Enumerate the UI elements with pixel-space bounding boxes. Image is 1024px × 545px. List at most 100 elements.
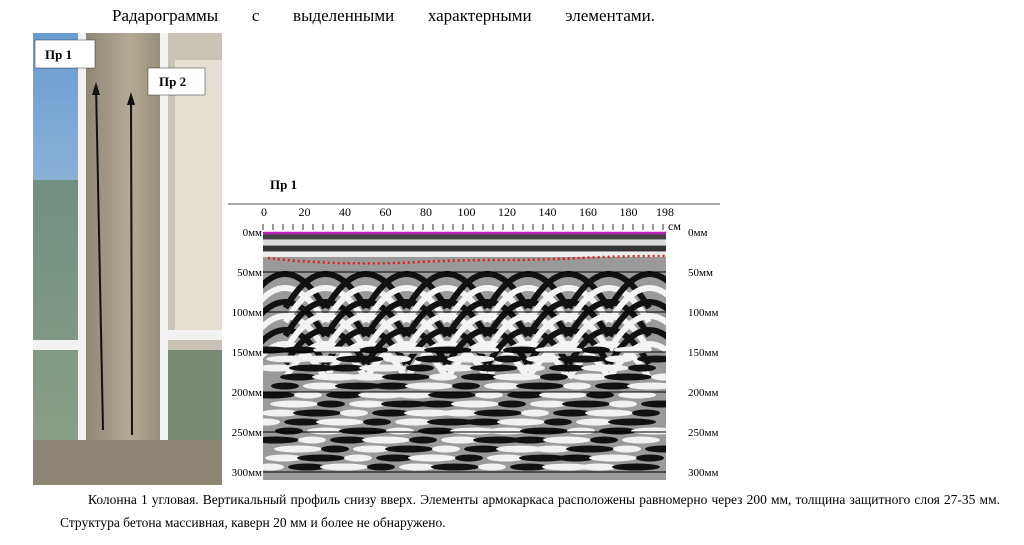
noise [520,427,568,435]
noise [280,373,318,381]
reflection [606,341,666,380]
noise [271,382,299,390]
noise [566,445,614,453]
noise [353,445,391,453]
reflection [323,285,409,324]
reflection [566,313,652,352]
noise [266,355,314,363]
noise [631,427,666,435]
noise [376,454,414,462]
depth-label: 150мм [232,347,262,359]
noise [358,391,406,399]
noise [415,355,453,363]
noise [576,418,614,426]
noise [359,364,407,372]
noise [589,454,637,462]
noise [312,373,360,381]
reflection [566,285,652,324]
noise [478,463,506,471]
noise [339,427,387,435]
noise [432,445,460,453]
noise [475,391,503,399]
reflection [525,299,612,338]
noise [622,436,660,444]
reflection [404,271,490,310]
reflection [282,285,369,324]
reflection [404,313,490,352]
noise [455,454,483,462]
radar-band [263,252,666,257]
photo-label: Пр 1 [45,47,72,62]
noise [367,463,395,471]
caption: Колонна 1 угловая. Вертикальный профиль … [60,492,1000,530]
noise [419,400,457,408]
noise [447,355,495,363]
noise [464,445,502,453]
depth-label: 50мм [237,267,262,279]
x-tick-label: 0 [261,205,267,219]
noise [344,454,372,462]
noise [385,445,433,453]
reflection [485,299,571,338]
reflection [485,271,571,310]
reflection [263,271,328,310]
noise [534,445,572,453]
noise [406,364,434,372]
noise [530,400,568,408]
depth-label: 50мм [688,267,713,279]
reflection [363,313,450,352]
noise [585,409,633,417]
x-tick-label: 120 [498,205,516,219]
noise [409,436,437,444]
depth-label: 100мм [232,307,262,319]
depth-label: 250мм [232,427,262,439]
noise [473,436,521,444]
noise [567,427,595,435]
noise [316,418,364,426]
noise [349,400,387,408]
noise [441,436,479,444]
noise [519,454,567,462]
noise [609,400,637,408]
reflection [566,271,652,310]
depth-label: 0мм [243,227,262,239]
noise [572,373,610,381]
x-tick-label: 180 [620,205,638,219]
reflection [444,271,531,310]
noise [544,418,572,426]
x-tick-label: 20 [299,205,311,219]
noise [517,364,545,372]
noise [563,382,591,390]
noise [595,382,633,390]
noise [431,463,479,471]
noise [498,400,526,408]
noise [526,355,564,363]
noise [263,391,295,399]
radargram-title: Пр 1 [270,177,297,192]
noise [381,400,429,408]
noise [632,409,660,417]
reflection [404,285,490,324]
noise [297,454,345,462]
depth-label: 200мм [688,387,718,399]
reflection [485,285,571,324]
noise [487,454,525,462]
radar-band [263,240,666,245]
noise [362,436,410,444]
noise [497,418,545,426]
noise [288,463,326,471]
noise [289,364,337,372]
noise [386,427,414,435]
noise [330,436,368,444]
noise [298,436,326,444]
reflection [566,299,652,338]
x-tick-label: 60 [380,205,392,219]
reflection [363,271,450,310]
reflection [444,285,531,324]
noise [645,445,666,453]
photo: Пр 1 Пр 2 [33,33,222,485]
noise [372,409,410,417]
noise [275,427,303,435]
noise [553,409,591,417]
reflection [606,299,666,338]
